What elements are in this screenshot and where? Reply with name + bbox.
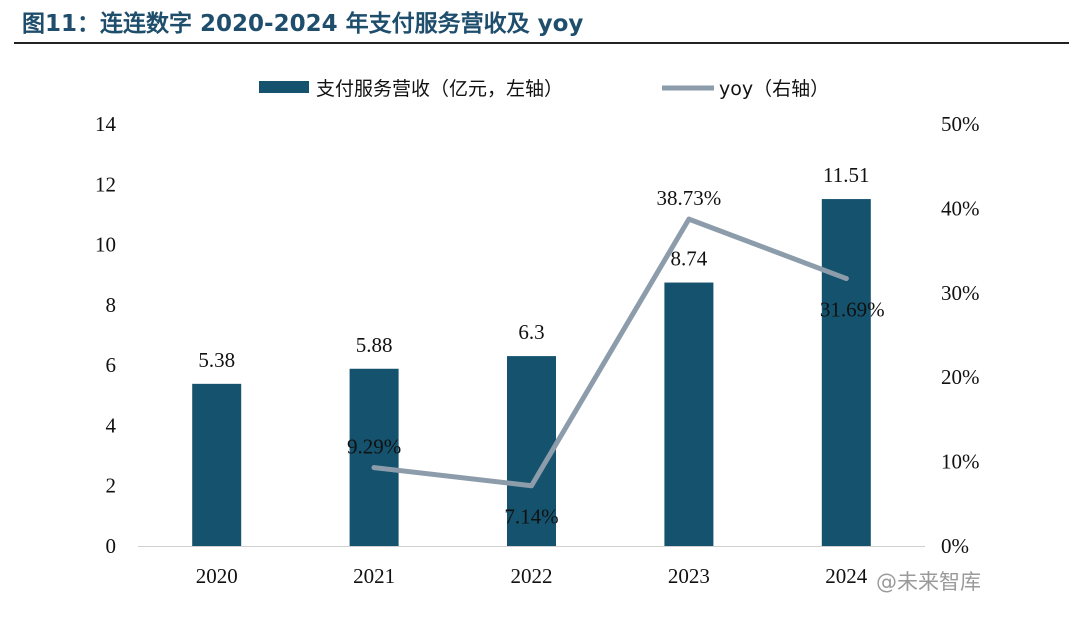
left-tick-label: 6 bbox=[106, 353, 117, 377]
bar-2020 bbox=[192, 383, 242, 546]
x-tick-label: 2021 bbox=[353, 564, 395, 588]
bar-value-label: 8.74 bbox=[671, 247, 708, 271]
bar-2024 bbox=[821, 199, 871, 546]
right-tick-label: 10% bbox=[941, 450, 980, 474]
yoy-point-2023 bbox=[686, 216, 692, 222]
data-labels: 5.38 5.88 6.3 8.74 11.51 9.29% 7.14% 38.73% 31.6… bbox=[198, 163, 884, 529]
title-rule bbox=[14, 42, 1069, 44]
left-tick-label: 8 bbox=[106, 293, 117, 317]
yoy-value-label: 7.14% bbox=[504, 505, 558, 529]
x-tick-label: 2024 bbox=[825, 564, 868, 588]
right-tick-label: 20% bbox=[941, 365, 980, 389]
left-tick-label: 0 bbox=[106, 534, 117, 558]
left-tick-label: 10 bbox=[95, 233, 116, 257]
yoy-point-2022 bbox=[529, 483, 534, 489]
bar-value-label: 11.51 bbox=[823, 163, 869, 187]
x-tick-label: 2022 bbox=[511, 564, 553, 588]
yoy-value-label: 9.29% bbox=[347, 435, 401, 459]
yoy-point-2021 bbox=[371, 465, 377, 471]
legend: 支付服务营收（亿元，左轴） yoy（右轴） bbox=[259, 78, 829, 100]
legend-bar-label: 支付服务营收（亿元，左轴） bbox=[316, 78, 563, 100]
figure-title: 图11：连连数字 2020-2024 年支付服务营收及 yoy bbox=[22, 11, 584, 37]
bar-2023 bbox=[664, 282, 714, 546]
watermark: @未来智库 bbox=[876, 570, 981, 594]
legend-line-label: yoy（右轴） bbox=[719, 78, 829, 100]
left-y-axis: 0 2 4 6 8 10 12 14 bbox=[95, 112, 117, 558]
bar-series bbox=[192, 199, 871, 546]
x-tick-label: 2023 bbox=[668, 564, 710, 588]
left-tick-label: 14 bbox=[95, 112, 117, 136]
line-series bbox=[371, 216, 849, 489]
right-tick-label: 50% bbox=[941, 112, 980, 136]
left-tick-label: 4 bbox=[106, 413, 117, 437]
right-tick-label: 40% bbox=[941, 196, 980, 220]
bar-2022 bbox=[507, 356, 556, 546]
right-tick-label: 30% bbox=[941, 281, 980, 305]
yoy-line bbox=[371, 216, 849, 489]
bar-value-label: 6.3 bbox=[518, 320, 544, 344]
legend-bar-swatch bbox=[259, 81, 309, 93]
x-tick-label: 2020 bbox=[196, 564, 238, 588]
bar-2021 bbox=[349, 368, 399, 546]
bar-value-label: 5.88 bbox=[356, 333, 393, 357]
left-tick-label: 12 bbox=[95, 172, 116, 196]
left-tick-label: 2 bbox=[106, 474, 117, 498]
bar-value-label: 5.38 bbox=[198, 348, 235, 372]
x-axis: 2020 2021 2022 2023 2024 bbox=[138, 546, 925, 588]
right-tick-label: 0% bbox=[941, 534, 969, 558]
yoy-value-label: 38.73% bbox=[657, 186, 722, 210]
yoy-point-2024 bbox=[843, 276, 849, 282]
right-y-axis: 0% 10% 20% 30% 40% 50% bbox=[941, 112, 980, 558]
yoy-value-label: 31.69% bbox=[820, 298, 885, 322]
